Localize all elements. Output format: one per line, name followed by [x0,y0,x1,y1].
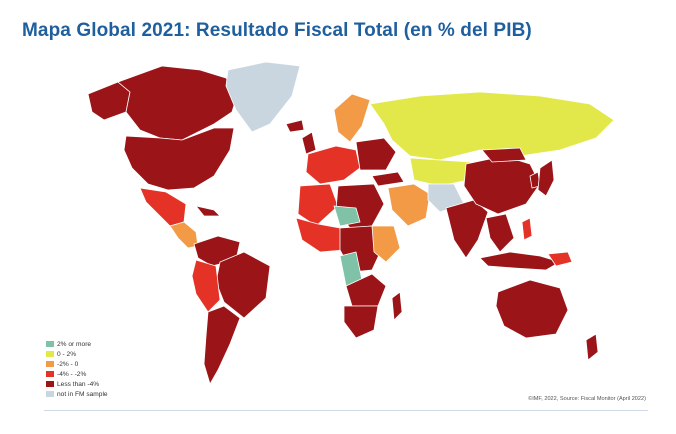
legend-item: -4% - -2% [46,369,108,379]
legend-item: -2% - 0 [46,359,108,369]
region-west-africa [295,217,345,253]
region-philippines [521,217,533,241]
legend-label: -2% - 0 [57,360,79,368]
region-sahel [333,205,361,227]
region-australia [495,279,569,339]
legend-label: 0 - 2% [57,350,77,358]
map-title: Mapa Global 2021: Resultado Fiscal Total… [22,20,532,41]
region-russia [369,91,615,161]
region-scandinavia [333,93,371,143]
region-new-zealand [585,333,599,361]
region-japan [537,159,555,197]
region-iceland [285,119,305,133]
legend-label: not in FM sample [57,390,108,398]
region-madagascar [391,291,403,321]
region-india [445,199,489,259]
legend-item: 0 - 2% [46,349,108,359]
divider [44,410,648,411]
region-middle-east [387,183,431,227]
region-peru-bolivia [191,259,221,313]
region-caribbean [195,205,221,217]
legend-swatch [46,341,54,347]
legend-swatch [46,361,54,367]
region-usa [123,127,235,191]
region-uk [301,131,317,155]
region-alaska [87,81,131,121]
region-north-africa-west [297,183,339,227]
region-eastern-europe [355,137,397,171]
legend-label: -4% - -2% [57,370,87,378]
map-legend: 2% or more 0 - 2% -2% - 0 -4% - -2% Less… [46,339,108,399]
region-southern-africa-north [345,273,387,307]
region-southeast-asia [485,213,515,253]
region-greenland [225,61,301,133]
legend-label: 2% or more [57,340,92,348]
region-indonesia [479,251,561,271]
region-east-africa [371,225,401,263]
region-central-asia [409,157,471,187]
legend-item: Less than -4% [46,379,108,389]
legend-swatch [46,381,54,387]
legend-item: not in FM sample [46,389,108,399]
region-png [547,251,573,267]
region-mexico [139,187,187,227]
source-note: ©IMF, 2022, Source: Fiscal Monitor (Apri… [528,396,646,402]
region-south-africa [343,305,379,339]
region-mongolia [481,147,527,163]
legend-item: 2% or more [46,339,108,349]
region-western-europe [305,145,361,185]
legend-swatch [46,371,54,377]
region-argentina-chile [203,305,241,385]
region-canada [117,65,239,141]
legend-label: Less than -4% [57,380,100,388]
region-turkey [371,171,405,187]
legend-swatch [46,391,54,397]
legend-swatch [46,351,54,357]
